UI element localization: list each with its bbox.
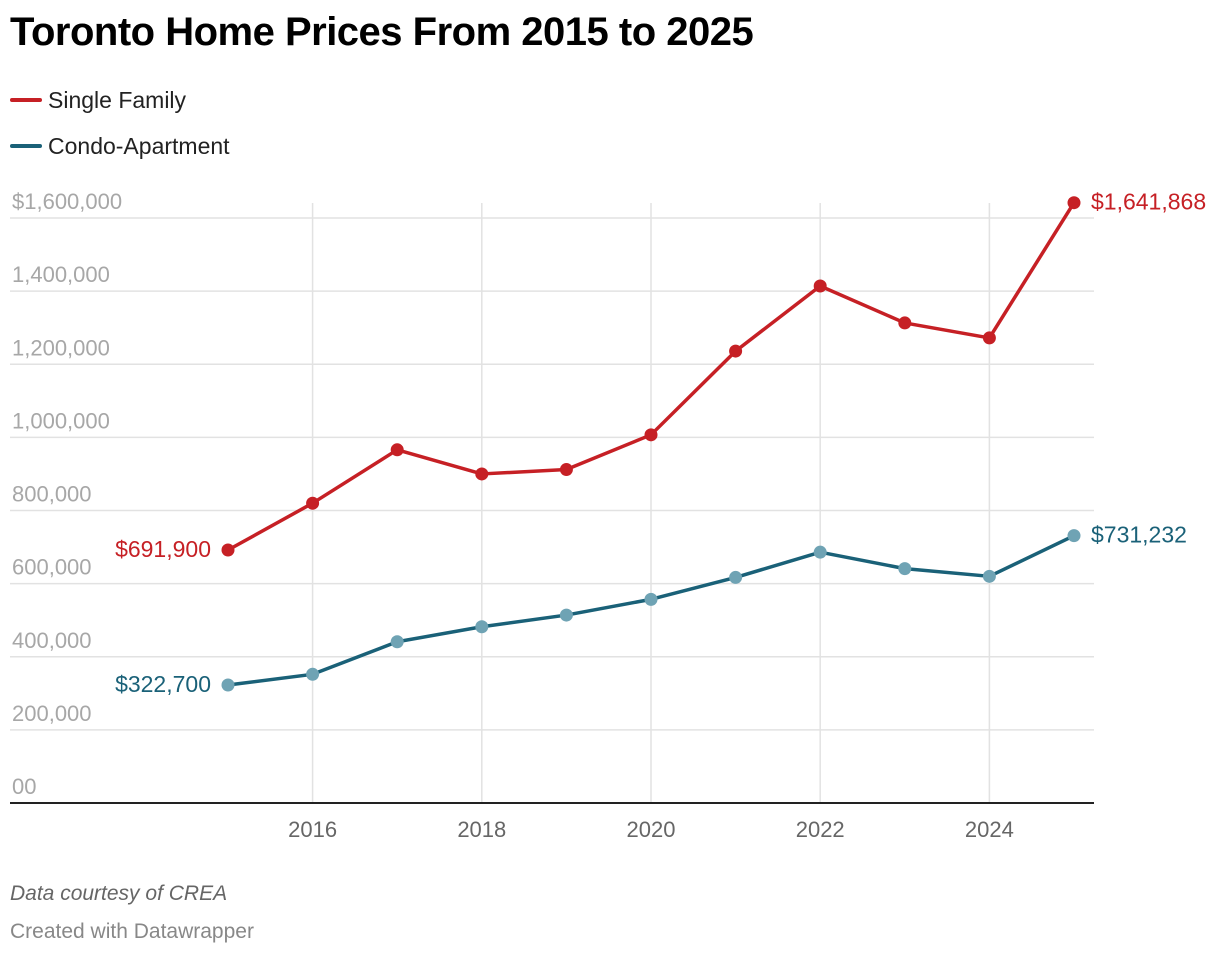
data-point-single-family <box>475 467 489 481</box>
y-tick-label: 1,000,000 <box>12 408 110 433</box>
x-tick-label: 2018 <box>457 817 506 842</box>
y-tick-label: 1,200,000 <box>12 335 110 360</box>
legend-label-condo-apartment: Condo-Apartment <box>48 132 230 159</box>
data-point-single-family <box>729 344 743 358</box>
chart-title: Toronto Home Prices From 2015 to 2025 <box>10 10 754 54</box>
y-tick-label: 200,000 <box>12 701 92 726</box>
legend-swatch-condo-apartment <box>10 144 42 148</box>
y-tick-label: 1,400,000 <box>12 262 110 287</box>
legend-item-single-family: Single Family <box>10 82 230 118</box>
legend-swatch-single-family <box>10 98 42 102</box>
data-point-condo-apartment <box>982 569 996 583</box>
x-tick-label: 2020 <box>627 817 676 842</box>
data-point-condo-apartment <box>221 678 235 692</box>
data-point-condo-apartment <box>390 635 404 649</box>
end-value-label-single-family: $1,641,868 <box>1091 189 1206 215</box>
data-point-single-family <box>306 496 320 510</box>
data-point-condo-apartment <box>898 562 912 576</box>
legend: Single Family Condo-Apartment <box>10 82 230 174</box>
data-point-single-family <box>898 316 912 330</box>
data-point-condo-apartment <box>813 545 827 559</box>
source-note: Data courtesy of CREA <box>10 882 228 905</box>
line-chart: 00 200,000 400,000 600,000 800,000 1,000,000 1… <box>10 189 1206 842</box>
data-point-condo-apartment <box>644 592 658 606</box>
y-tick-label: 400,000 <box>12 628 92 653</box>
data-point-condo-apartment <box>729 570 743 584</box>
data-point-single-family <box>1067 196 1081 210</box>
data-point-single-family <box>813 279 827 293</box>
y-tick-label: 600,000 <box>12 555 92 580</box>
y-tick-label: $1,600,000 <box>12 189 122 214</box>
y-tick-label: 800,000 <box>12 482 92 507</box>
data-point-single-family <box>221 543 235 557</box>
data-point-condo-apartment <box>475 620 489 634</box>
data-point-condo-apartment <box>559 608 573 622</box>
data-point-single-family <box>982 331 996 345</box>
start-value-label-condo-apartment: $322,700 <box>115 671 211 697</box>
start-value-label-single-family: $691,900 <box>115 536 211 562</box>
y-tick-label: 00 <box>12 774 36 799</box>
data-point-single-family <box>390 443 404 457</box>
data-point-condo-apartment <box>1067 529 1081 543</box>
data-point-condo-apartment <box>306 667 320 681</box>
data-point-single-family <box>644 428 658 442</box>
end-value-label-condo-apartment: $731,232 <box>1091 522 1187 548</box>
x-tick-label: 2022 <box>796 817 845 842</box>
legend-label-single-family: Single Family <box>48 86 187 113</box>
x-tick-label: 2016 <box>288 817 337 842</box>
legend-item-condo-apartment: Condo-Apartment <box>10 128 230 164</box>
data-point-single-family <box>559 463 573 477</box>
credit-note: Created with Datawrapper <box>10 920 254 943</box>
x-tick-label: 2024 <box>965 817 1014 842</box>
